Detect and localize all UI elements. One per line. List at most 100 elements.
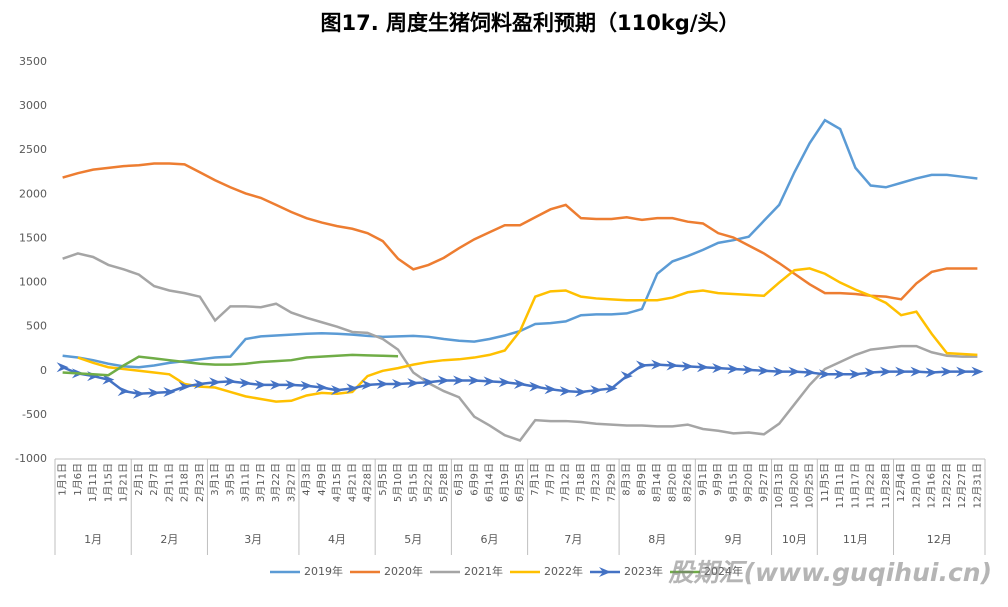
point-marker [117,386,130,397]
point-marker [635,360,648,371]
point-marker [864,367,877,378]
point-marker [437,375,450,386]
group-label: 4月 [328,533,346,546]
chart-title: 图17. 周度生猪饲料盈利预期（110kg/头） [320,11,739,35]
x-tick-label: 3月11日 [240,463,252,502]
x-tick-label: 6月19日 [499,463,511,502]
y-tick-label: 2500 [19,143,47,156]
point-marker [788,366,801,377]
x-tick-label: 4月28日 [362,463,374,502]
group-label: 3月 [244,533,262,546]
point-marker [498,377,511,388]
x-tick-label: 6月3日 [453,463,465,496]
point-marker [834,369,847,380]
point-marker [940,366,953,377]
x-tick-label: 10月20日 [788,463,800,508]
x-tick-label: 4月3日 [301,463,313,496]
group-label: 5月 [404,533,422,546]
point-marker [529,381,542,392]
point-marker [803,367,816,378]
point-marker [300,380,313,391]
point-marker [468,375,481,386]
x-tick-label: 9月1日 [697,463,709,496]
point-marker [102,374,115,385]
x-tick-label: 12月22日 [941,463,953,508]
x-tick-label: 1月15日 [102,463,114,502]
point-marker [56,362,69,373]
x-tick-label: 9月15日 [727,463,739,502]
group-label: 9月 [724,533,742,546]
point-marker [361,379,374,390]
x-tick-label: 7月12日 [560,463,572,502]
point-marker [696,362,709,373]
point-marker [453,375,466,386]
x-tick-label: 2月18日 [179,463,191,502]
y-tick-label: 500 [26,320,47,333]
series-line [62,252,978,442]
legend-label: 2019年 [304,564,343,578]
legend-label: 2020年 [384,564,423,578]
x-tick-label: 8月9日 [636,463,648,496]
x-tick-label: 8月20日 [666,463,678,502]
group-label: 10月 [782,533,807,546]
series-line [62,162,978,301]
x-tick-label: 7月23日 [590,463,602,502]
x-tick-label: 12月4日 [895,463,907,502]
x-tick-label: 5月15日 [407,463,419,502]
x-tick-label: 11月17日 [849,463,861,508]
legend-label: 2024年 [704,564,743,578]
point-marker [422,377,435,388]
legend-label: 2023年 [624,564,663,578]
x-tick-label: 9月9日 [712,463,724,496]
y-tick-label: 2000 [19,187,47,200]
group-label: 6月 [481,533,499,546]
point-marker [727,364,740,375]
group-label: 1月 [84,533,102,546]
point-marker [193,379,206,390]
y-tick-label: 3000 [19,99,47,112]
x-tick-label: 3月17日 [255,463,267,502]
point-marker [559,386,572,397]
point-marker [376,379,389,390]
x-tick-label: 11月5日 [819,463,831,502]
series-line [62,363,978,395]
x-tick-label: 7月18日 [575,463,587,502]
x-tick-label: 1月1日 [57,463,69,496]
point-marker [620,371,633,382]
x-tick-label: 12月16日 [926,463,938,508]
point-marker [971,366,984,377]
point-marker [590,385,603,396]
x-tick-label: 11月28日 [880,463,892,508]
point-marker [163,386,176,397]
group-label: 12月 [927,533,952,546]
legend-label: 2021年 [464,564,503,578]
y-tick-label: -1000 [15,452,47,465]
point-marker [224,376,237,387]
x-tick-label: 12月27日 [956,463,968,508]
watermark: 股期汇(www.guqihui.cn) [668,558,992,587]
x-tick-label: 2月11日 [163,463,175,502]
x-tick-label: 3月27日 [285,463,297,502]
x-tick-label: 2月7日 [148,463,160,496]
point-marker [209,377,222,388]
x-tick-label: 2月23日 [194,463,206,502]
point-marker [925,367,938,378]
x-tick-label: 11月11日 [834,463,846,508]
point-marker [818,369,831,380]
x-tick-label: 6月9日 [468,463,480,496]
point-marker [514,379,526,390]
x-tick-label: 3月5日 [224,463,236,496]
x-tick-label: 11月22日 [865,463,877,508]
point-marker [392,379,405,390]
x-tick-label: 7月7日 [544,463,556,496]
point-marker [315,382,328,393]
x-tick-label: 6月25日 [514,463,526,502]
y-tick-label: 0 [40,364,47,377]
point-marker [849,369,862,380]
point-marker [331,385,344,396]
x-tick-label: 5月28日 [438,463,450,502]
x-tick-label: 10月13日 [773,463,785,508]
y-tick-label: 1500 [19,231,47,244]
x-tick-label: 5月10日 [392,463,404,502]
point-marker [574,386,587,397]
